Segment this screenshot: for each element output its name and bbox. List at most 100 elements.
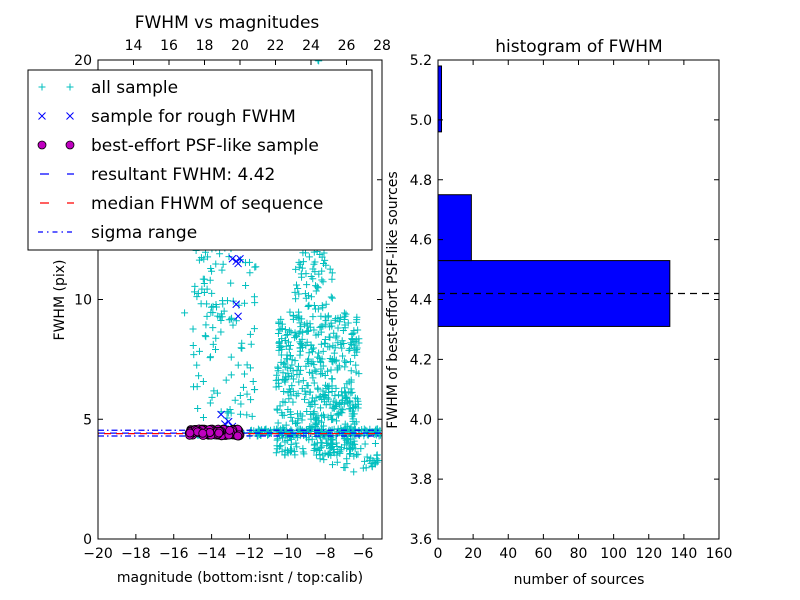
all-sample-point — [318, 396, 326, 404]
all-sample-point — [212, 260, 220, 268]
all-sample-point — [373, 455, 381, 463]
all-sample-point — [320, 422, 328, 430]
all-sample-point — [309, 313, 317, 321]
all-sample-point — [213, 303, 221, 311]
all-sample-point — [248, 412, 256, 420]
all-sample-point — [292, 439, 300, 447]
all-sample-point — [289, 387, 297, 395]
left-top-tick-label: 22 — [267, 38, 285, 54]
all-sample-point — [332, 357, 340, 365]
all-sample-point — [297, 366, 305, 374]
right-y-tick-label: 4.6 — [410, 233, 432, 249]
all-sample-point — [246, 258, 254, 266]
all-sample-point — [348, 445, 356, 453]
all-sample-point — [197, 254, 205, 262]
legend-marker — [38, 83, 46, 91]
right-y-axis-label: FWHM of best-effort PSF-like sources — [385, 171, 401, 428]
rough-fwhm-point — [228, 254, 237, 263]
all-sample-point — [317, 312, 325, 320]
right-x-tick-label: 40 — [499, 546, 517, 562]
all-sample-point — [291, 334, 299, 342]
all-sample-point — [316, 455, 324, 463]
all-sample-point — [181, 309, 189, 317]
all-sample-point — [328, 269, 336, 277]
all-sample-point — [277, 351, 285, 359]
all-sample-point — [337, 341, 345, 349]
all-sample-point — [243, 411, 251, 419]
all-sample-point — [250, 386, 258, 394]
all-sample-point — [312, 331, 320, 339]
all-sample-point — [194, 405, 202, 413]
right-x-tick-label: 160 — [706, 546, 733, 562]
all-sample-point — [337, 408, 345, 416]
all-sample-point — [236, 410, 244, 418]
all-sample-point — [333, 366, 341, 374]
left-top-tick-label: 18 — [196, 38, 214, 54]
all-sample-point — [330, 349, 338, 357]
rough-fwhm-point — [217, 410, 225, 419]
all-sample-point — [335, 391, 343, 399]
all-sample-point — [345, 388, 353, 396]
all-sample-point — [332, 334, 340, 342]
all-sample-point — [277, 315, 285, 323]
legend-marker — [37, 140, 47, 150]
all-sample-point — [346, 358, 354, 366]
all-sample-point — [243, 361, 251, 369]
all-sample-point — [327, 366, 335, 374]
right-y-tick-label: 5.2 — [410, 53, 432, 69]
all-sample-point — [306, 388, 314, 396]
all-sample-point — [281, 337, 289, 345]
all-sample-point — [327, 319, 335, 327]
all-sample-point — [241, 299, 249, 307]
all-sample-point — [326, 323, 334, 331]
all-sample-point — [284, 406, 292, 414]
all-sample-point — [310, 408, 318, 416]
legend-label: resultant FWHM: 4.42 — [91, 165, 275, 185]
all-sample-point — [276, 402, 284, 410]
right-histogram-panel: histogram of FWHM 0 20 40 60 80 100 120 140 160 3… — [385, 37, 732, 588]
all-sample-point — [287, 391, 295, 399]
left-scatter-panel: FWHM vs magnitudes −20 −18 −16 −14 −12 −10 −8−… — [27, 13, 391, 586]
all-sample-point — [370, 428, 378, 436]
right-y-tick-label: 4.4 — [410, 293, 432, 309]
all-sample-point — [321, 256, 329, 264]
all-sample-point — [333, 332, 341, 340]
all-sample-point — [333, 458, 341, 466]
all-sample-point — [352, 361, 360, 369]
legend-label: best-effort PSF-like sample — [91, 136, 319, 156]
all-sample-point — [294, 390, 302, 398]
right-x-tick-label: 140 — [671, 546, 698, 562]
all-sample-point — [307, 293, 315, 301]
all-sample-point — [326, 265, 334, 273]
all-sample-point — [200, 289, 208, 297]
all-sample-point — [231, 396, 239, 404]
all-sample-point — [345, 405, 353, 413]
legend-entry: sigma range — [38, 223, 197, 243]
all-sample-point — [276, 344, 284, 352]
left-x-tick-label: −20 — [83, 546, 113, 562]
all-sample-point — [355, 335, 363, 343]
all-sample-point — [315, 60, 323, 65]
all-sample-point — [226, 406, 234, 414]
all-sample-point — [297, 270, 305, 278]
all-sample-point — [330, 397, 338, 405]
right-x-tick-label: 0 — [434, 546, 443, 562]
all-sample-point — [312, 368, 320, 376]
all-sample-point — [240, 370, 248, 378]
all-sample-point — [331, 344, 339, 352]
all-sample-point — [332, 402, 340, 410]
best-effort-point — [185, 428, 195, 438]
right-y-tick-label: 3.8 — [410, 472, 432, 488]
all-sample-point — [312, 287, 320, 295]
rough-fwhm-point — [224, 417, 233, 426]
right-y-tick-label: 3.6 — [410, 532, 432, 548]
all-sample-point — [300, 450, 308, 458]
all-sample-point — [328, 440, 336, 448]
all-sample-point — [374, 456, 382, 464]
all-sample-point — [287, 411, 295, 419]
left-x-axis-label: magnitude (bottom:isnt / top:calib) — [117, 570, 363, 586]
all-sample-point — [193, 293, 201, 301]
all-sample-point — [348, 330, 356, 338]
all-sample-point — [199, 378, 207, 386]
all-sample-point — [236, 391, 244, 399]
